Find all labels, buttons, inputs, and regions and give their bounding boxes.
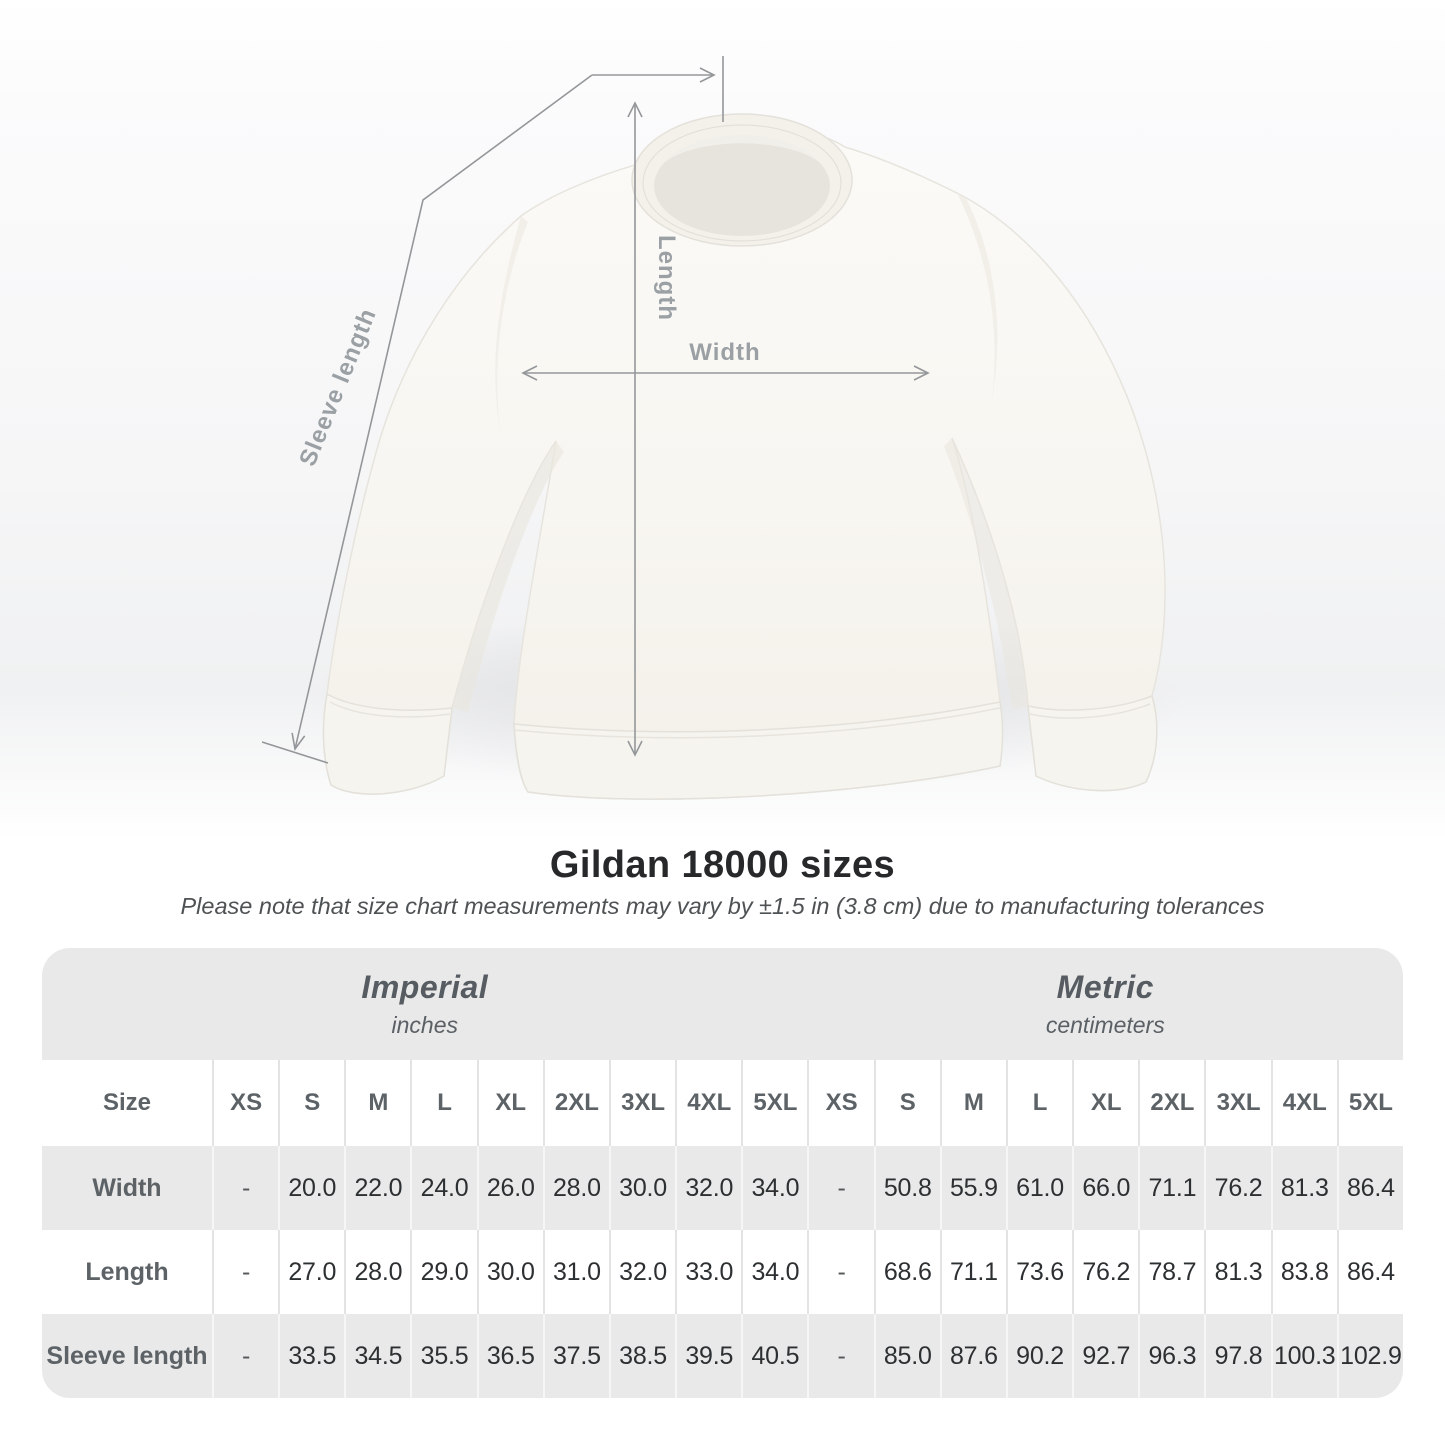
size-value: 38.5 xyxy=(608,1314,676,1398)
unit-header-band: Imperial inches Metric centimeters xyxy=(42,948,1403,1060)
size-value: 86.4 xyxy=(1336,1146,1403,1230)
size-value: 78.7 xyxy=(1138,1230,1205,1314)
size-value: 50.8 xyxy=(873,1146,940,1230)
size-value: 61.0 xyxy=(1005,1146,1073,1230)
size-value: 31.0 xyxy=(542,1230,609,1314)
size-col-header-imperial: 3XL xyxy=(608,1060,676,1146)
size-value: 28.0 xyxy=(344,1230,411,1314)
width-measure-line xyxy=(521,365,930,381)
sweatshirt-illustration xyxy=(322,113,1166,800)
size-value: 34.0 xyxy=(741,1146,808,1230)
size-col-header-metric: 5XL xyxy=(1336,1060,1403,1146)
size-value: 29.0 xyxy=(410,1230,477,1314)
size-value: 92.7 xyxy=(1072,1314,1139,1398)
size-value: 68.6 xyxy=(873,1230,940,1314)
size-value: 85.0 xyxy=(873,1314,940,1398)
size-col-header-metric: L xyxy=(1005,1060,1073,1146)
size-value: 97.8 xyxy=(1204,1314,1271,1398)
imperial-section-header: Imperial inches xyxy=(42,948,808,1060)
measurement-annotations xyxy=(261,56,930,764)
size-col-header-imperial: 2XL xyxy=(542,1060,609,1146)
size-grid: Size XS S M L XL 2XL 3XL 4XL 5XL XS S M L XL 2XL 3XL 4XL 5… xyxy=(42,1060,1403,1398)
size-value: - xyxy=(807,1230,874,1314)
size-value: 34.5 xyxy=(344,1314,411,1398)
size-col-header-imperial: 5XL xyxy=(741,1060,808,1146)
size-value: 81.3 xyxy=(1204,1230,1271,1314)
size-col-header-metric: XS xyxy=(807,1060,874,1146)
size-value: - xyxy=(807,1146,874,1230)
size-col-header-imperial: 4XL xyxy=(675,1060,742,1146)
size-value: 102.9 xyxy=(1336,1314,1403,1398)
size-value: - xyxy=(807,1314,874,1398)
metric-unit: centimeters xyxy=(1045,1012,1165,1038)
size-col-header-metric: S xyxy=(873,1060,940,1146)
sleeve-length-label: Sleeve length xyxy=(294,304,382,470)
row-label: Sleeve length xyxy=(42,1314,212,1398)
size-value: 55.9 xyxy=(939,1146,1006,1230)
size-value: - xyxy=(212,1230,279,1314)
size-note: Please note that size chart measurements… xyxy=(180,893,1265,919)
size-value: - xyxy=(212,1314,279,1398)
metric-section-header: Metric centimeters xyxy=(808,948,1403,1060)
size-col-header-imperial: M xyxy=(344,1060,411,1146)
row-label: Width xyxy=(42,1146,212,1230)
size-value: 76.2 xyxy=(1204,1146,1271,1230)
size-col-header-metric: M xyxy=(939,1060,1006,1146)
size-value: 73.6 xyxy=(1005,1230,1073,1314)
size-value: 28.0 xyxy=(542,1146,609,1230)
size-value: 71.1 xyxy=(1138,1146,1205,1230)
size-col-header-imperial: S xyxy=(278,1060,345,1146)
size-value: 66.0 xyxy=(1072,1146,1139,1230)
size-corner-header: Size xyxy=(42,1060,212,1146)
sleeve-length-measure-line xyxy=(261,56,724,764)
size-value: 37.5 xyxy=(542,1314,609,1398)
size-value: 100.3 xyxy=(1270,1314,1337,1398)
row-label: Length xyxy=(42,1230,212,1314)
size-value: 24.0 xyxy=(410,1146,477,1230)
size-col-header-metric: 4XL xyxy=(1270,1060,1337,1146)
size-col-header-imperial: L xyxy=(410,1060,477,1146)
size-value: 32.0 xyxy=(608,1230,676,1314)
metric-title: Metric xyxy=(1056,969,1154,1005)
size-value: 81.3 xyxy=(1270,1146,1337,1230)
size-value: 83.8 xyxy=(1270,1230,1337,1314)
size-value: 30.0 xyxy=(476,1230,543,1314)
size-value: 34.0 xyxy=(741,1230,808,1314)
size-value: 32.0 xyxy=(675,1146,742,1230)
sweatshirt-diagram: Length Width Sleeve length xyxy=(261,56,1187,800)
size-value: 96.3 xyxy=(1138,1314,1205,1398)
size-value: 86.4 xyxy=(1336,1230,1403,1314)
length-measure-line xyxy=(627,101,643,757)
length-label: Length xyxy=(653,235,680,321)
size-col-header-metric: XL xyxy=(1072,1060,1139,1146)
size-value: 22.0 xyxy=(344,1146,411,1230)
size-value: 27.0 xyxy=(278,1230,345,1314)
size-value: 40.5 xyxy=(741,1314,808,1398)
size-value: 87.6 xyxy=(939,1314,1006,1398)
size-value: 33.5 xyxy=(278,1314,345,1398)
size-col-header-metric: 2XL xyxy=(1138,1060,1205,1146)
page-title: Gildan 18000 sizes xyxy=(549,844,896,886)
size-value: 26.0 xyxy=(476,1146,543,1230)
imperial-unit: inches xyxy=(391,1012,459,1038)
product-photo-area: Length Width Sleeve length xyxy=(0,0,1445,840)
size-value: 30.0 xyxy=(608,1146,676,1230)
size-col-header-metric: 3XL xyxy=(1204,1060,1271,1146)
size-chart-table: Imperial inches Metric centimeters Size X… xyxy=(42,948,1403,1398)
size-value: 33.0 xyxy=(675,1230,742,1314)
width-label: Width xyxy=(689,339,760,366)
size-value: 35.5 xyxy=(410,1314,477,1398)
size-col-header-imperial: XL xyxy=(476,1060,543,1146)
size-value: 39.5 xyxy=(675,1314,742,1398)
size-value: 90.2 xyxy=(1005,1314,1073,1398)
size-value: 20.0 xyxy=(278,1146,345,1230)
size-value: - xyxy=(212,1146,279,1230)
size-value: 71.1 xyxy=(939,1230,1006,1314)
imperial-title: Imperial xyxy=(361,969,489,1005)
size-value: 76.2 xyxy=(1072,1230,1139,1314)
size-value: 36.5 xyxy=(476,1314,543,1398)
size-col-header-imperial: XS xyxy=(212,1060,279,1146)
